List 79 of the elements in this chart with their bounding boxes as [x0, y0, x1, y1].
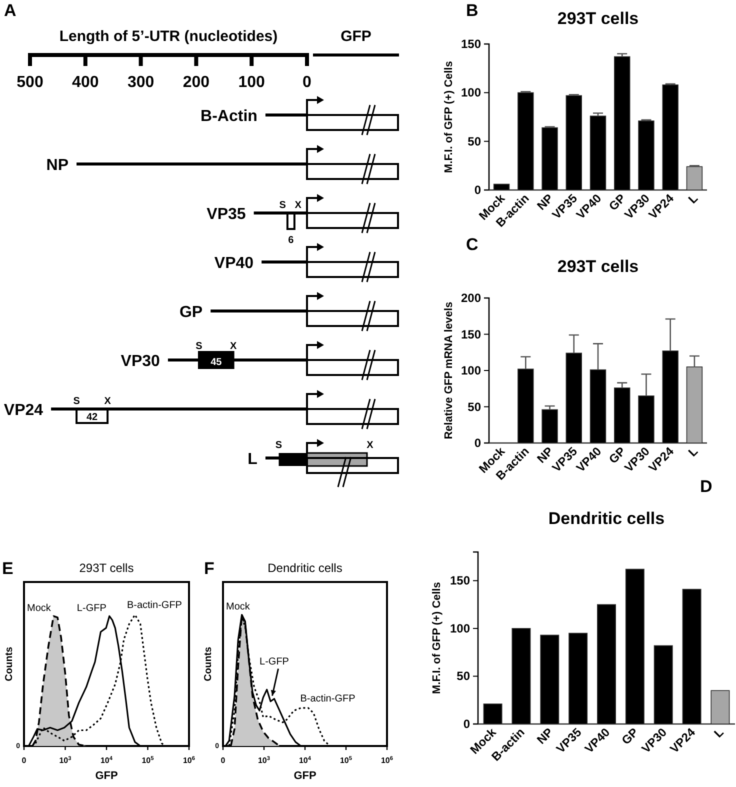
chart-title: Dendritic cells — [268, 561, 342, 575]
series-label: Mock — [226, 602, 251, 613]
x-tick-label: GP — [618, 725, 642, 748]
y-tick-label: 150 — [460, 327, 482, 342]
x-tick-label: NP — [534, 444, 556, 466]
y-tick-label: 100 — [460, 86, 482, 100]
annotation: X — [294, 200, 302, 211]
bar — [76, 162, 307, 166]
y-tick-label: 50 — [468, 400, 482, 414]
series-label: Mock — [27, 602, 52, 614]
annotation: S — [73, 396, 80, 407]
series-label: L-GFP — [260, 656, 290, 668]
x-tick-label: 0 — [220, 756, 226, 765]
annotation: 45 — [210, 357, 222, 368]
bar — [51, 408, 307, 410]
x-tick-label: 10$^{4}$ — [298, 756, 312, 765]
text: B — [466, 1, 478, 20]
bar — [262, 260, 307, 264]
text: F — [204, 559, 214, 578]
annotation: S — [275, 440, 282, 451]
x-tick-label: GP — [606, 444, 628, 466]
x-axis-title: Length of 5’-UTR (nucleotides) — [59, 28, 278, 45]
x-tick-label: 10$^{3}$ — [59, 756, 72, 765]
y-tick-label: 50 — [468, 134, 482, 148]
x-tick-label: 10$^{6}$ — [182, 756, 196, 765]
y-axis-title: Counts — [4, 646, 15, 682]
y-axis-title: M.F.I. of GFP (+) Cells — [431, 582, 443, 694]
chart-title: 293T cells — [557, 9, 639, 28]
x-tick-label: 300 — [127, 74, 154, 91]
annotation: S — [196, 341, 203, 352]
series-label: L-GFP — [76, 602, 107, 614]
x-tick-label: 200 — [182, 74, 210, 91]
text: A — [4, 1, 16, 20]
y-tick-label: VP40 — [214, 255, 254, 272]
x-tick-label: 10$^{5}$ — [142, 756, 154, 765]
x-tick-label: L — [711, 725, 726, 740]
x-tick-label: 10$^{6}$ — [380, 756, 394, 765]
x-axis-title: GFP — [95, 770, 118, 782]
bar — [210, 310, 307, 312]
y-tick-label: 100 — [460, 364, 482, 378]
series-label: B-actin-GFP — [300, 693, 356, 704]
x-tick-label: 500 — [16, 74, 44, 91]
y-axis-title: Relative GFP mRNA levels — [443, 302, 455, 440]
annotation: X — [230, 341, 237, 352]
y-axis-title: M.F.I. of GFP (+) Cells — [443, 61, 455, 173]
y-tick-label: 200 — [460, 291, 482, 305]
annotation: X — [104, 396, 112, 407]
bar — [265, 114, 307, 116]
y-tick-label: 150 — [460, 37, 482, 51]
text: GFP — [340, 28, 372, 45]
x-tick-label: NP — [534, 725, 556, 747]
y-tick-label: B-Actin — [200, 108, 258, 125]
x-axis-title: GFP — [294, 770, 316, 782]
bar — [254, 212, 307, 214]
x-tick-label: 0 — [22, 756, 27, 765]
y-tick-label: 50 — [456, 669, 470, 684]
x-tick-label: L — [685, 444, 701, 460]
x-tick-label: 0 — [302, 74, 312, 91]
series-label: B-actin-GFP — [126, 600, 182, 612]
x-tick-label: 10$^{4}$ — [100, 756, 114, 765]
annotation: 6 — [288, 235, 294, 246]
annotation: 42 — [86, 412, 98, 423]
y-axis-title: Counts — [203, 646, 214, 682]
x-tick-label: 10$^{5}$ — [340, 756, 352, 765]
text: X — [366, 440, 374, 451]
x-tick-label: 400 — [72, 74, 99, 91]
annotation: S — [279, 200, 286, 211]
text: D — [700, 477, 712, 496]
x-tick-label: 10$^{3}$ — [258, 756, 270, 765]
chart-title: 293T cells — [79, 561, 134, 575]
chart-title: Dendritic cells — [548, 509, 665, 528]
y-tick-label: 150 — [450, 574, 470, 588]
y-tick-label: 100 — [450, 621, 470, 636]
chart-title: 293T cells — [557, 257, 639, 276]
x-tick-label: GP — [606, 191, 628, 214]
x-tick-label: L — [685, 191, 701, 206]
x-tick-label: NP — [534, 191, 556, 213]
text: C — [466, 235, 478, 254]
text: E — [2, 559, 14, 578]
